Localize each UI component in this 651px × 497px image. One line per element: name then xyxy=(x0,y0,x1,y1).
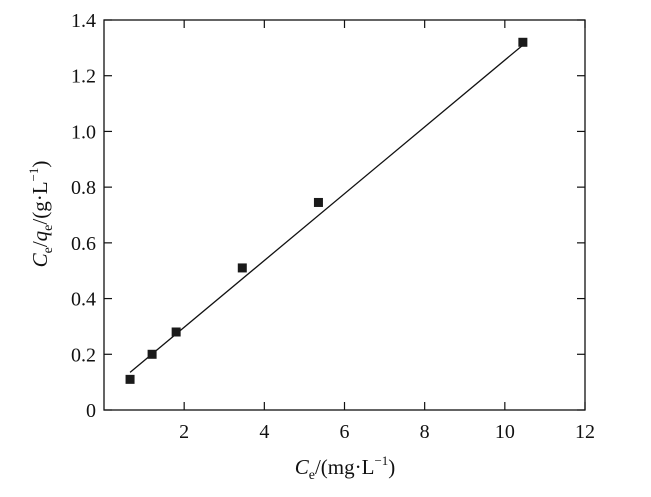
data-point xyxy=(125,374,135,384)
y-tick-label: 1.4 xyxy=(71,10,96,32)
ticks-layer xyxy=(104,19,586,411)
y-tick-label: 1.0 xyxy=(71,121,96,143)
y-title-main2: q xyxy=(28,230,52,241)
x-title-main: C xyxy=(295,455,310,479)
y-title-unit-prefix: /(g·L xyxy=(28,181,52,224)
y-tick-label: 1.2 xyxy=(71,66,96,88)
x-axis-title: Ce/(mg·L−1) xyxy=(295,453,396,483)
x-tick-label: 6 xyxy=(340,421,350,443)
y-tick-label: 0.6 xyxy=(71,233,96,255)
plot-frame xyxy=(103,19,586,411)
y-title-slash: / xyxy=(28,241,52,247)
y-title-sub2: e xyxy=(41,225,56,231)
y-title-unit-suffix: ) xyxy=(28,161,52,168)
data-point xyxy=(313,197,323,207)
y-tick-label: 0.4 xyxy=(71,289,96,311)
x-tick-label: 10 xyxy=(495,421,515,443)
y-tick-label: 0 xyxy=(86,400,96,422)
x-tick-label: 8 xyxy=(420,421,430,443)
y-title-main1: C xyxy=(28,252,52,267)
y-tick-label: 0.2 xyxy=(71,344,96,366)
tick-labels-layer: 2 4 6 8 10 12 0 0.2 0.4 0.6 0.8 1.0 1.2 1.4 xyxy=(71,10,595,443)
fit-line-layer xyxy=(129,44,524,373)
data-point xyxy=(171,327,181,337)
x-tick-label: 12 xyxy=(575,421,595,443)
y-title-sub1: e xyxy=(41,247,56,253)
data-point xyxy=(147,349,157,359)
x-tick-label: 2 xyxy=(179,421,189,443)
x-title-unit-suffix: ) xyxy=(388,455,395,479)
x-title-unit-prefix: /(mg·L xyxy=(315,455,374,479)
x-tick-label: 4 xyxy=(259,421,269,443)
x-title-sup: −1 xyxy=(374,453,388,468)
x-title-sub: e xyxy=(309,468,315,483)
points-layer xyxy=(125,37,528,384)
data-point xyxy=(518,37,528,47)
data-point xyxy=(237,263,247,273)
y-tick-label: 0.8 xyxy=(71,177,96,199)
y-title-sup: −1 xyxy=(26,168,41,182)
y-axis-title: Ce/qe/(g·L−1) xyxy=(26,161,56,268)
fit-line xyxy=(129,44,524,373)
